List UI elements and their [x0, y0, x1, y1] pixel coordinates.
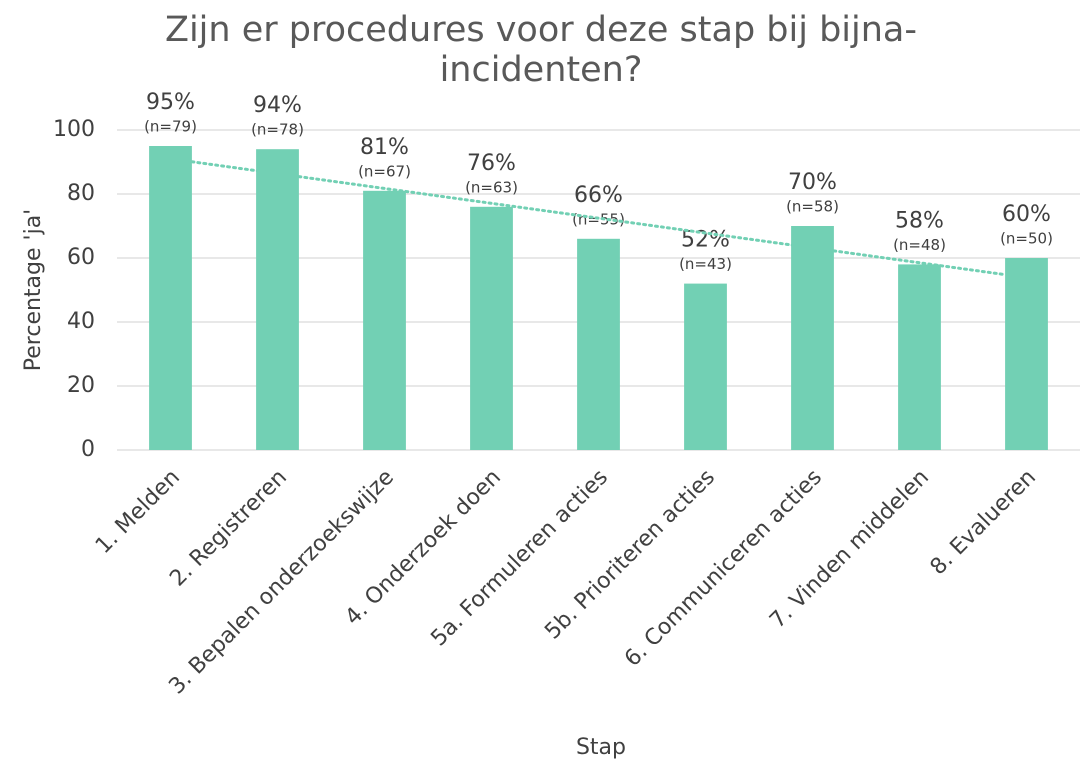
- sample-size-label: (n=67): [358, 162, 411, 180]
- value-label: 58%: [895, 208, 944, 233]
- value-label: 66%: [574, 183, 623, 208]
- y-tick-label: 80: [67, 181, 95, 206]
- sample-size-label: (n=50): [1000, 230, 1053, 248]
- y-axis-label: Percentage 'ja': [21, 209, 46, 371]
- sample-size-label: (n=58): [786, 198, 839, 216]
- y-tick-label: 100: [53, 117, 95, 142]
- bar: [791, 226, 834, 450]
- value-label: 60%: [1002, 202, 1051, 227]
- sample-size-label: (n=79): [144, 118, 197, 136]
- value-label: 52%: [681, 228, 730, 253]
- y-tick-label: 40: [67, 309, 95, 334]
- bar: [149, 146, 192, 450]
- y-tick-label: 0: [81, 437, 95, 462]
- value-label: 81%: [360, 135, 409, 160]
- value-label: 94%: [253, 93, 302, 118]
- bar: [1005, 258, 1048, 450]
- x-tick-label: 8. Evalueren: [926, 465, 1041, 580]
- y-tick-label: 20: [67, 373, 95, 398]
- bar: [577, 238, 620, 450]
- bar: [256, 149, 299, 450]
- sample-size-label: (n=63): [465, 178, 518, 196]
- x-tick-label: 5a. Formuleren acties: [426, 465, 613, 652]
- y-tick-label: 60: [67, 245, 95, 270]
- value-label: 70%: [788, 170, 837, 195]
- bar: [684, 283, 727, 450]
- bar: [898, 264, 941, 450]
- x-tick-label: 3. Bepalen onderzoekswijze: [164, 465, 399, 700]
- value-label: 95%: [146, 90, 195, 115]
- trendline: [190, 160, 1007, 277]
- bar: [363, 190, 406, 451]
- value-label: 76%: [467, 151, 516, 176]
- bar: [470, 206, 513, 450]
- sample-size-label: (n=43): [679, 255, 732, 273]
- chart-title: Zijn er procedures voor deze stap bij bi…: [164, 10, 918, 90]
- x-tick-label: 1. Melden: [91, 465, 185, 559]
- x-axis-label: Stap: [576, 735, 626, 760]
- sample-size-label: (n=78): [251, 121, 304, 139]
- sample-size-label: (n=48): [893, 236, 946, 254]
- x-tick-label: 6. Communiceren acties: [620, 465, 827, 672]
